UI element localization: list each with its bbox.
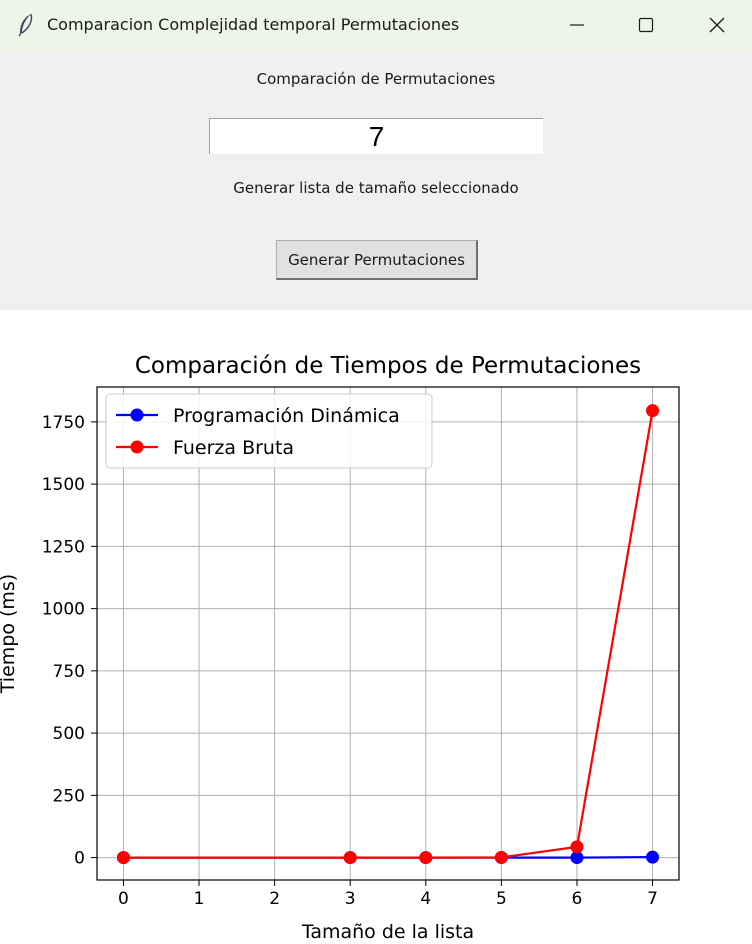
x-tick-label: 7	[647, 889, 658, 909]
legend-label: Programación Dinámica	[173, 405, 400, 427]
y-tick-label: 250	[53, 786, 85, 806]
data-point	[116, 851, 130, 865]
legend-box	[105, 393, 433, 469]
data-point	[494, 850, 508, 864]
data-point	[646, 404, 660, 418]
timing-chart: 0 1 2 3 4 5 6 7 0 250 500 750 1000 1250 1500 1750 Compar…	[0, 353, 680, 943]
y-tick-label: 500	[53, 724, 85, 744]
data-point	[570, 851, 584, 865]
legend: Programación Dinámica Fuerza Bruta	[105, 393, 433, 469]
plot-frame	[96, 386, 680, 881]
data-point	[646, 850, 660, 864]
data-point	[419, 851, 433, 865]
legend-label: Fuerza Bruta	[173, 437, 294, 459]
x-tick-label: 3	[345, 889, 356, 909]
x-tick-label: 4	[420, 889, 431, 909]
y-tick-label: 1250	[42, 537, 85, 557]
x-tick-label: 2	[269, 889, 280, 909]
legend-marker	[130, 440, 144, 454]
y-tick-label: 0	[74, 849, 85, 869]
data-point	[570, 840, 584, 854]
controls-panel: Comparación de Permutaciones Generar lis…	[0, 50, 752, 310]
minimize-button[interactable]	[542, 0, 612, 50]
x-tick-label: 6	[572, 889, 583, 909]
feather-icon	[18, 13, 33, 37]
size-hint-label: Generar lista de tamaño seleccionado	[233, 179, 519, 197]
x-tick-label: 5	[496, 889, 507, 909]
y-tick-label: 750	[53, 662, 85, 682]
data-point	[343, 851, 357, 865]
x-tick-label: 0	[118, 889, 129, 909]
x-tick-label: 1	[194, 889, 205, 909]
minimize-icon	[570, 24, 584, 26]
window-title: Comparacion Complejidad temporal Permuta…	[47, 15, 460, 34]
y-axis-label: Tiempo (ms)	[0, 574, 19, 694]
list-size-input[interactable]	[209, 118, 543, 154]
y-tick-label: 1750	[42, 413, 85, 433]
series-line-1	[123, 410, 654, 859]
plot-canvas: 0 1 2 3 4 5 6 7 0 250 500 750 1000 1250 1500 1750 Compar…	[0, 310, 752, 944]
title-bar[interactable]: Comparacion Complejidad temporal Permuta…	[0, 0, 752, 50]
legend-marker	[130, 408, 144, 422]
x-axis-label: Tamaño de la lista	[301, 921, 474, 943]
close-button[interactable]	[682, 0, 752, 50]
maximize-button[interactable]	[611, 0, 681, 50]
chart-title: Comparación de Tiempos de Permutaciones	[135, 353, 641, 379]
maximize-icon	[638, 17, 654, 33]
y-tick-label: 1000	[42, 600, 85, 620]
generate-permutations-button[interactable]: Generar Permutaciones	[276, 240, 478, 280]
close-icon	[709, 17, 725, 33]
panel-heading: Comparación de Permutaciones	[256, 70, 496, 88]
y-tick-label: 1500	[42, 475, 85, 495]
